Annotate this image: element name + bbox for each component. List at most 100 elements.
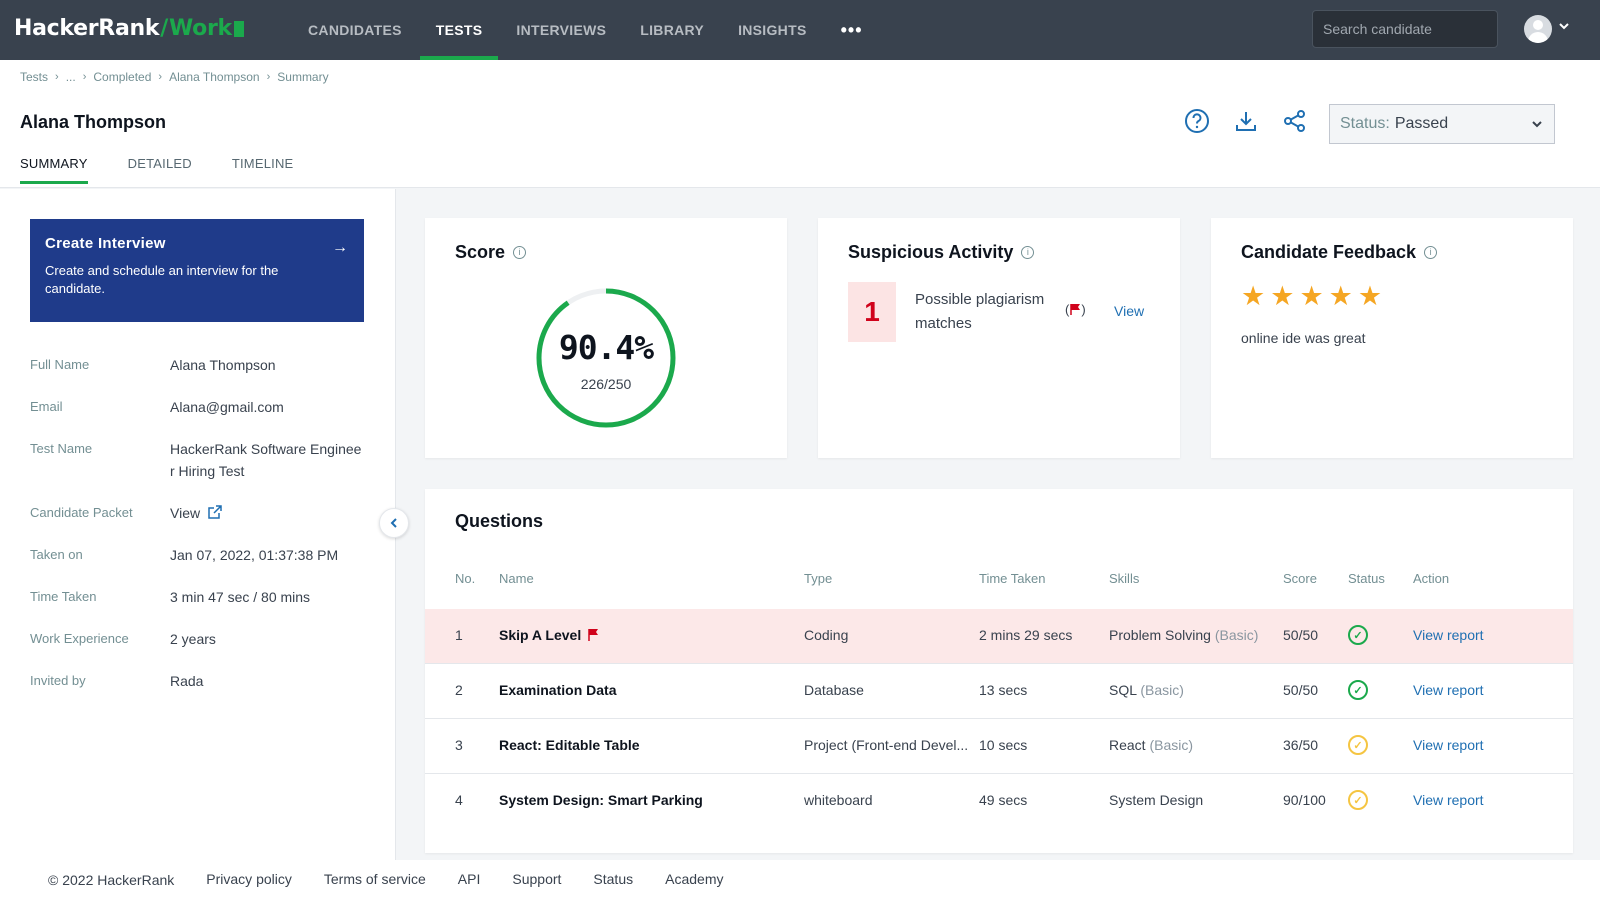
star-icon: ★ xyxy=(1270,281,1295,311)
status-value: Passed xyxy=(1394,115,1449,132)
chevron-down-icon xyxy=(1530,117,1544,136)
suspicious-activity-card: Suspicious Activity i 1 Possible plagiari… xyxy=(818,218,1180,458)
footer-copyright: © 2022 HackerRank xyxy=(48,872,175,888)
tab-detailed[interactable]: DETAILED xyxy=(127,156,192,171)
col-time-taken: Time Taken xyxy=(979,571,1046,586)
footer-api-link[interactable]: API xyxy=(457,871,481,887)
share-icon[interactable] xyxy=(1282,108,1308,134)
table-row[interactable]: 3 React: Editable Table Project (Front-e… xyxy=(425,719,1573,774)
create-interview-title: Create Interview xyxy=(45,235,166,252)
footer-privacy-link[interactable]: Privacy policy xyxy=(206,871,292,887)
logo-text: HackerRank xyxy=(14,16,160,41)
download-icon[interactable] xyxy=(1233,108,1259,134)
breadcrumb-candidate[interactable]: Alana Thompson xyxy=(169,70,260,84)
col-skills: Skills xyxy=(1109,571,1140,586)
create-interview-description: Create and schedule an interview for the… xyxy=(45,263,279,296)
col-action: Action xyxy=(1413,571,1450,586)
questions-card: Questions No. Name Type Time Taken Skill… xyxy=(425,489,1573,853)
col-status: Status xyxy=(1348,571,1385,586)
flag-icon: () xyxy=(1065,302,1086,317)
view-report-link[interactable]: View report xyxy=(1413,737,1484,753)
time-taken-link[interactable]: 3 min 47 sec / 80 mins xyxy=(170,589,311,605)
chevron-down-icon[interactable] xyxy=(1558,20,1570,35)
footer-academy-link[interactable]: Academy xyxy=(665,871,724,887)
breadcrumb-ellipsis[interactable]: ... xyxy=(65,70,76,84)
collapse-panel-button[interactable] xyxy=(379,508,409,538)
table-row[interactable]: 2 Examination Data Database 13 secs SQL … xyxy=(425,664,1573,719)
score-fraction: 226/250 xyxy=(580,376,632,392)
check-circle-icon: ✓ xyxy=(1348,790,1368,810)
footer-terms-link[interactable]: Terms of service xyxy=(323,871,426,887)
hackerrank-logo[interactable]: HackerRank / Work xyxy=(14,16,244,41)
star-icon: ★ xyxy=(1241,281,1266,311)
tab-summary[interactable]: SUMMARY xyxy=(20,156,88,184)
arrow-right-icon: → xyxy=(332,239,348,256)
nav-candidates[interactable]: CANDIDATES xyxy=(308,22,402,38)
chevron-right-icon: › xyxy=(55,71,59,83)
check-circle-icon: ✓ xyxy=(1348,680,1368,700)
chevron-right-icon: › xyxy=(266,71,271,83)
info-icon[interactable]: i xyxy=(1424,246,1438,259)
candidate-feedback-card: Candidate Feedback i ★ ★ ★ ★ ★ online ide was… xyxy=(1211,218,1573,458)
col-name: Name xyxy=(499,571,534,586)
nav-interviews[interactable]: INTERVIEWS xyxy=(516,22,607,38)
top-navigation: HackerRank / Work CANDIDATES TESTS INTERVI… xyxy=(0,0,1600,60)
candidate-packet-link[interactable]: View xyxy=(170,502,366,524)
star-icon: ★ xyxy=(1357,281,1383,311)
create-interview-card[interactable]: Create Interview Create and schedule an … xyxy=(30,219,364,322)
feedback-title: Candidate Feedback i xyxy=(1241,242,1438,263)
chevron-right-icon: › xyxy=(82,71,87,83)
status-dropdown[interactable]: Status: Passed xyxy=(1329,104,1555,144)
report-tabs: SUMMARY DETAILED TIMELINE xyxy=(20,156,333,184)
main-nav: CANDIDATES TESTS INTERVIEWS LIBRARY INSI… xyxy=(292,0,881,60)
check-circle-icon: ✓ xyxy=(1348,735,1368,755)
questions-table-header: No. Name Type Time Taken Skills Score St… xyxy=(425,571,1573,595)
nav-tests[interactable]: TESTS xyxy=(419,0,499,60)
suspicious-view-link[interactable]: View xyxy=(1114,303,1145,319)
breadcrumb-tests[interactable]: Tests xyxy=(20,70,49,84)
help-icon[interactable] xyxy=(1184,108,1210,134)
page-header: Tests › ... › Completed › Alana Thompson… xyxy=(0,60,1600,188)
breadcrumb-completed[interactable]: Completed xyxy=(93,70,152,84)
page-title: Alana Thompson xyxy=(20,112,167,132)
view-report-link[interactable]: View report xyxy=(1413,627,1484,643)
flag-icon xyxy=(588,629,599,641)
status-label: Status: xyxy=(1340,115,1390,132)
score-progress-arc xyxy=(536,288,676,428)
chevron-left-icon xyxy=(390,518,397,528)
more-menu-icon[interactable]: ••• xyxy=(840,19,863,40)
footer: © 2022 HackerRank Privacy policy Terms o… xyxy=(0,860,1600,900)
view-report-link[interactable]: View report xyxy=(1413,682,1484,698)
rating-stars: ★ ★ ★ ★ ★ xyxy=(1241,282,1387,310)
col-type: Type xyxy=(804,571,833,586)
score-percent: 90.4% xyxy=(558,328,654,367)
info-icon[interactable]: i xyxy=(513,246,527,259)
external-link-icon xyxy=(208,505,222,519)
breadcrumb-summary: Summary xyxy=(277,70,329,84)
check-circle-icon: ✓ xyxy=(1348,625,1368,645)
footer-support-link[interactable]: Support xyxy=(512,871,562,887)
star-icon: ★ xyxy=(1299,281,1324,311)
score-card: Score i 90.4% 226/250 xyxy=(425,218,787,458)
suspicious-text: Possible plagiarism matches xyxy=(915,291,1045,332)
score-ring xyxy=(536,288,676,428)
footer-status-link[interactable]: Status xyxy=(593,871,634,887)
tab-timeline[interactable]: TIMELINE xyxy=(231,156,294,171)
chevron-right-icon: › xyxy=(158,71,163,83)
col-score: Score xyxy=(1283,571,1317,586)
search-input[interactable]: Search candidate xyxy=(1312,10,1498,48)
view-report-link[interactable]: View report xyxy=(1413,792,1484,808)
logo-work: Work xyxy=(168,16,232,41)
table-row[interactable]: 4 System Design: Smart Parking whiteboar… xyxy=(455,790,1484,810)
breadcrumb: Tests › ... › Completed › Alana Thompson… xyxy=(20,70,329,84)
suspicious-title: Suspicious Activity i xyxy=(848,242,1035,263)
score-title: Score i xyxy=(455,242,527,263)
candidate-info-panel: Create Interview Create and schedule an … xyxy=(0,189,396,860)
nav-insights[interactable]: INSIGHTS xyxy=(738,22,807,38)
nav-library[interactable]: LIBRARY xyxy=(640,22,705,38)
avatar[interactable] xyxy=(1524,15,1552,43)
table-row[interactable]: 1 Skip A Level Coding 2 mins 29 secs Pro… xyxy=(425,609,1573,664)
suspicious-count: 1 xyxy=(848,282,896,342)
questions-title: Questions xyxy=(455,511,544,531)
info-icon[interactable]: i xyxy=(1021,246,1035,259)
